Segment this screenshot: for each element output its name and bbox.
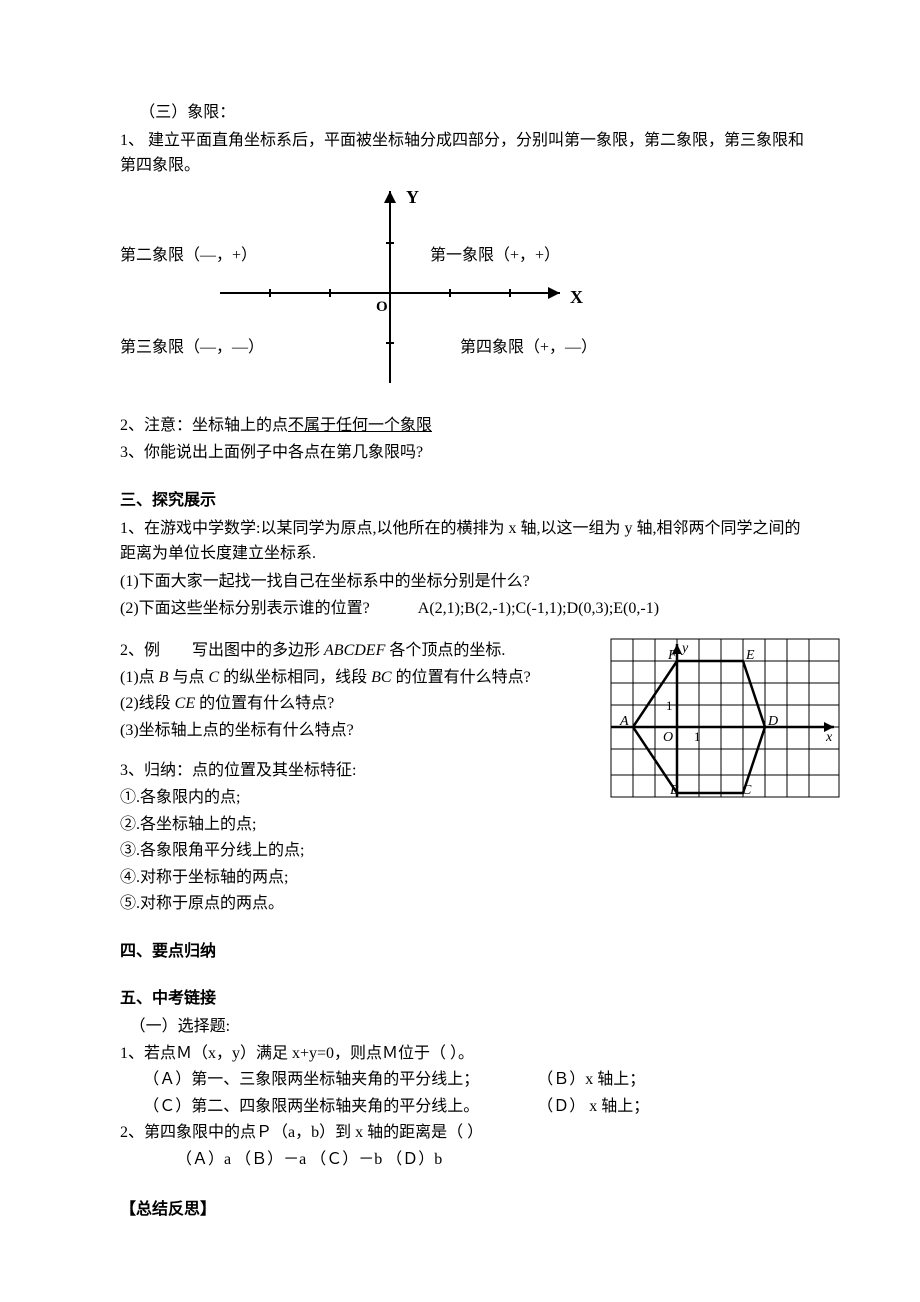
sec5-q1-row2: （Ｃ）第二、四象限两坐标轴夹角的平分线上。 （Ｄ） x 轴上；: [120, 1094, 810, 1120]
sec3-p1: 1、在游戏中学数学:以某同学为原点,以他所在的横排为 x 轴,以这一组为 y 轴…: [120, 516, 810, 567]
sec5-q2: 2、第四象限中的点Ｐ（a，b）到 x 轴的距离是（ ）: [120, 1120, 810, 1146]
y-axis-label: Y: [406, 183, 419, 212]
sec1-p2-under: 不属于任何一个象限: [288, 417, 432, 434]
ex2-lead-c: ABCDEF: [324, 642, 385, 659]
sec3-q1: (1)下面大家一起找一找自己在坐标系中的坐标分别是什么?: [120, 569, 810, 595]
quadrant-4-label: 第四象限（+，—）: [460, 335, 597, 361]
bullet-2: ②.各坐标轴上的点;: [120, 812, 810, 838]
sec1-p1: 1、 建立平面直角坐标系后，平面被坐标轴分成四部分，分别叫第一象限，第二象限，第…: [120, 128, 810, 179]
footer-heading: 【总结反思】: [120, 1197, 810, 1223]
svg-text:E: E: [745, 648, 755, 663]
svg-text:A: A: [619, 714, 629, 729]
sec5-heading: 五、中考链接: [120, 986, 810, 1012]
ex2-2b: CE: [175, 695, 195, 712]
ex2-1g: 的位置有什么特点?: [396, 669, 531, 686]
ex2-1e: 的纵坐标相同，线段: [223, 669, 367, 686]
sec3-q2b: A(2,1);B(2,-1);C(-1,1);D(0,3);E(0,-1): [418, 600, 659, 617]
ex2-1b: B: [159, 669, 169, 686]
origin-label: O: [376, 295, 388, 319]
ex2-lead-d: 各个顶点的坐标.: [389, 642, 505, 659]
sec5-q2-opts: （Ａ）a （Ｂ）－a （Ｃ）－b （Ｄ）b: [120, 1147, 810, 1173]
sec5-q1d: （Ｄ） x 轴上；: [537, 1098, 649, 1115]
sec3-heading: 三、探究展示: [120, 488, 810, 514]
ex2-lead-b: 写出图中的多边形: [192, 642, 320, 659]
sec5-q1-row1: （Ａ）第一、三象限两坐标轴夹角的平分线上； （Ｂ）x 轴上；: [120, 1067, 810, 1093]
sec5-sub: （一）选择题:: [120, 1014, 810, 1040]
quadrant-1-label: 第一象限（+，+）: [430, 243, 560, 269]
quadrant-2-label: 第二象限（—，+）: [120, 243, 257, 269]
exercise-2-block: A B C D E F O 1 1 y x 2、例 写出图中的多边形 ABCDE…: [120, 638, 810, 743]
page-root: （三）象限： 1、 建立平面直角坐标系后，平面被坐标轴分成四部分，分别叫第一象限…: [0, 0, 920, 1302]
sec5-q1: 1、若点Ｍ（x，y）满足 x+y=0，则点Ｍ位于（ ）。: [120, 1041, 810, 1067]
ex2-1d: C: [208, 669, 219, 686]
sec3-q2: (2)下面这些坐标分别表示谁的位置? A(2,1);B(2,-1);C(-1,1…: [120, 596, 810, 622]
svg-text:C: C: [742, 783, 752, 798]
bullet-4: ④.对称于坐标轴的两点;: [120, 865, 810, 891]
sec5-body: （一）选择题: 1、若点Ｍ（x，y）满足 x+y=0，则点Ｍ位于（ ）。 （Ａ）…: [120, 1014, 810, 1173]
svg-text:1: 1: [666, 698, 673, 713]
coordinate-diagram: 第二象限（—，+） 第一象限（+，+） 第三象限（—，—） 第四象限（+，—） …: [120, 183, 810, 403]
ex2-2c: 的位置有什么特点?: [199, 695, 334, 712]
svg-text:O: O: [663, 730, 673, 745]
svg-text:D: D: [767, 714, 778, 729]
ex2-1a: (1)点: [120, 669, 155, 686]
sec1-p3: 3、你能说出上面例子中各点在第几象限吗?: [120, 440, 810, 466]
sec5-q1c: （Ｃ）第二、四象限两坐标轴夹角的平分线上。: [143, 1098, 479, 1115]
svg-text:B: B: [670, 783, 679, 798]
svg-text:F: F: [667, 648, 677, 663]
svg-text:1: 1: [694, 729, 701, 744]
ex2-1c: 与点: [172, 669, 204, 686]
sec4-heading: 四、要点归纳: [120, 939, 810, 965]
ex2-2a: (2)线段: [120, 695, 171, 712]
svg-text:x: x: [825, 730, 833, 745]
ex2-lead-a: 2、例: [120, 642, 160, 659]
sec1-p2: 2、注意：坐标轴上的点不属于任何一个象限: [120, 413, 810, 439]
sec5-q1b: （Ｂ）x 轴上；: [537, 1071, 645, 1088]
sec1-p2-pre: 2、注意：坐标轴上的点: [120, 417, 288, 434]
bullet-5: ⑤.对称于原点的两点。: [120, 891, 810, 917]
svg-text:y: y: [680, 641, 689, 656]
ex2-1f: BC: [371, 669, 391, 686]
polygon-figure-svg: A B C D E F O 1 1 y x: [610, 638, 840, 798]
quadrant-3-label: 第三象限（—，—）: [120, 335, 264, 361]
sec1-heading: （三）象限：: [120, 100, 810, 126]
sec3-q2a: (2)下面这些坐标分别表示谁的位置?: [120, 600, 370, 617]
sec5-q1a: （Ａ）第一、三象限两坐标轴夹角的平分线上；: [143, 1071, 479, 1088]
x-axis-label: X: [570, 283, 583, 312]
bullet-3: ③.各象限角平分线上的点;: [120, 838, 810, 864]
